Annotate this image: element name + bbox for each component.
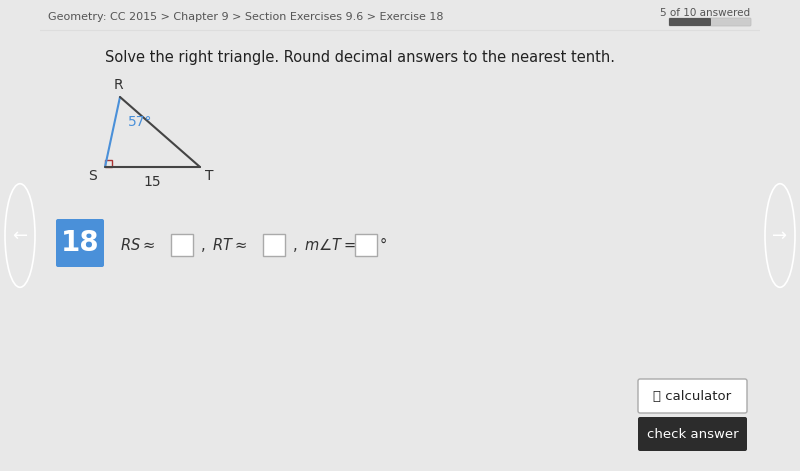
Text: 57°: 57° [128, 115, 153, 129]
FancyBboxPatch shape [669, 18, 751, 26]
Text: 15: 15 [144, 175, 162, 189]
FancyBboxPatch shape [263, 234, 285, 256]
Text: Geometry: CC 2015 > Chapter 9 > Section Exercises 9.6 > Exercise 18: Geometry: CC 2015 > Chapter 9 > Section … [48, 12, 443, 22]
Text: °: ° [380, 237, 387, 252]
Text: check answer: check answer [646, 428, 738, 440]
FancyBboxPatch shape [669, 18, 711, 26]
FancyBboxPatch shape [355, 234, 377, 256]
Text: R: R [113, 78, 123, 92]
FancyBboxPatch shape [56, 219, 104, 267]
Text: $RS \approx$: $RS \approx$ [120, 237, 155, 253]
Text: 18: 18 [61, 229, 99, 257]
Text: $,\ m\angle T =$: $,\ m\angle T =$ [292, 236, 356, 254]
FancyBboxPatch shape [171, 234, 193, 256]
Text: $,\ RT \approx$: $,\ RT \approx$ [200, 236, 247, 254]
FancyBboxPatch shape [638, 379, 747, 413]
Text: 5 of 10 answered: 5 of 10 answered [660, 8, 750, 18]
Bar [105, 160, 112, 167]
FancyBboxPatch shape [638, 417, 747, 451]
Text: S: S [88, 169, 97, 183]
Text: Solve the right triangle. Round decimal answers to the nearest tenth.: Solve the right triangle. Round decimal … [105, 50, 615, 65]
Text: T: T [205, 169, 214, 183]
Text: ←: ← [13, 227, 27, 244]
Text: 🖩 calculator: 🖩 calculator [654, 390, 731, 403]
Text: →: → [773, 227, 787, 244]
